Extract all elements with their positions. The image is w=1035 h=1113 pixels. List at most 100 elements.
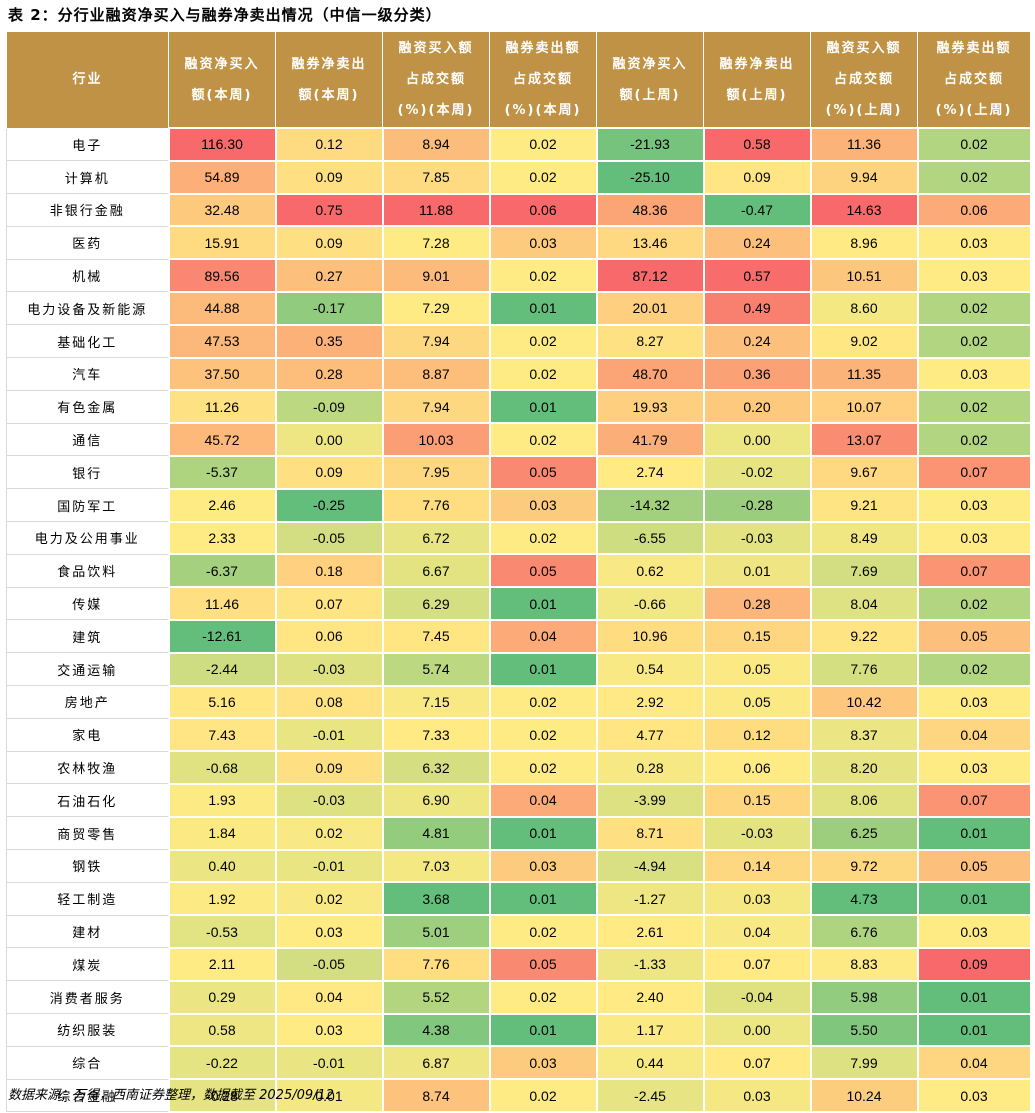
value-cell: 0.03 xyxy=(916,487,1032,523)
column-header-line: (%)(本周) xyxy=(504,103,582,118)
value-cell: 0.03 xyxy=(488,848,598,884)
value-cell: 0.35 xyxy=(274,323,384,359)
value-cell: 47.53 xyxy=(167,323,277,359)
value-cell: 0.04 xyxy=(488,782,598,818)
value-cell: -1.33 xyxy=(595,946,705,982)
value-cell: 0.12 xyxy=(274,127,384,162)
value-cell: 5.74 xyxy=(381,651,491,687)
table-row: 交通运输 -2.44 -0.03 5.74 0.01 0.54 0.05 7.76 0.02 xyxy=(6,651,1032,687)
value-cell: 0.05 xyxy=(488,454,598,490)
value-cell: 0.01 xyxy=(488,389,598,425)
table-row: 电力及公用事业 2.33 -0.05 6.72 0.02 -6.55 -0.03 8.49 0.… xyxy=(6,520,1032,556)
table-row: 纺织服装 0.58 0.03 4.38 0.01 1.17 0.00 5.50 0.01 xyxy=(6,1012,1032,1048)
value-cell: 0.04 xyxy=(916,717,1032,753)
value-cell: 7.76 xyxy=(381,946,491,982)
industry-name-cell: 食品饮料 xyxy=(6,553,169,588)
column-header-3: 融资买入额 占成交额 (%)(本周) xyxy=(382,31,490,129)
value-cell: 9.67 xyxy=(809,454,919,490)
value-cell: 48.36 xyxy=(595,192,705,228)
value-cell: 9.94 xyxy=(809,159,919,195)
column-header-line: 占成交额 xyxy=(943,72,1004,87)
industry-name-cell: 建材 xyxy=(6,914,169,949)
value-cell: 6.90 xyxy=(381,782,491,818)
value-cell: 1.84 xyxy=(167,815,277,851)
value-cell: 7.29 xyxy=(381,290,491,326)
column-header-line: 融资买入额 xyxy=(398,41,474,56)
value-cell: -0.22 xyxy=(167,1045,277,1081)
value-cell: 0.01 xyxy=(488,815,598,851)
value-cell: -0.01 xyxy=(274,1045,384,1081)
column-header-line: 融资净买入 xyxy=(612,56,688,72)
value-cell: 89.56 xyxy=(167,258,277,293)
industry-name-cell: 计算机 xyxy=(6,160,169,195)
value-cell: 0.02 xyxy=(916,586,1032,621)
industry-name-cell: 商贸零售 xyxy=(6,816,169,851)
value-cell: 0.02 xyxy=(488,684,598,720)
column-header-line: 额(上周) xyxy=(619,87,681,103)
industry-name-cell: 有色金属 xyxy=(6,389,169,424)
value-cell: 6.87 xyxy=(381,1045,491,1081)
value-cell: 0.24 xyxy=(702,323,812,359)
value-cell: 0.03 xyxy=(916,914,1032,949)
column-header-8: 融券卖出额 占成交额 (%)(上周) xyxy=(917,31,1031,129)
industry-name-cell: 电子 xyxy=(6,127,169,162)
value-cell: 1.92 xyxy=(167,881,277,917)
value-cell: 0.28 xyxy=(274,356,384,392)
value-cell: 10.24 xyxy=(809,1078,919,1113)
value-cell: -0.68 xyxy=(167,750,277,785)
column-header-1: 融资净买入 额(本周) xyxy=(168,31,276,129)
value-cell: 0.03 xyxy=(702,881,812,917)
value-cell: 8.96 xyxy=(809,225,919,261)
industry-name-cell: 家电 xyxy=(6,717,169,752)
value-cell: 0.02 xyxy=(488,979,598,1015)
column-header-line: 占成交额 xyxy=(512,72,573,87)
value-cell: 0.04 xyxy=(702,914,812,949)
table-row: 通信 45.72 0.00 10.03 0.02 41.79 0.00 13.07 0.02 xyxy=(6,422,1032,457)
value-cell: 0.05 xyxy=(488,553,598,589)
value-cell: 8.94 xyxy=(381,127,491,162)
column-header-line: 融券净卖出 xyxy=(719,56,795,72)
value-cell: 0.03 xyxy=(488,1045,598,1081)
table-row: 家电 7.43 -0.01 7.33 0.02 4.77 0.12 8.37 0.04 xyxy=(6,717,1032,753)
value-cell: -21.93 xyxy=(595,127,705,162)
value-cell: 87.12 xyxy=(595,258,705,293)
industry-name-cell: 建筑 xyxy=(6,619,169,654)
table-title: 表 2：分行业融资净买入与融券净卖出情况（中信一级分类） xyxy=(8,6,442,24)
value-cell: 0.02 xyxy=(488,1078,598,1113)
value-cell: 0.02 xyxy=(488,356,598,392)
value-cell: 0.00 xyxy=(702,422,812,457)
column-header-line: 融券卖出额 xyxy=(505,41,581,56)
value-cell: 7.45 xyxy=(381,618,491,654)
value-cell: 0.18 xyxy=(274,553,384,589)
value-cell: 6.67 xyxy=(381,553,491,589)
value-cell: 11.35 xyxy=(809,356,919,392)
table-row: 传媒 11.46 0.07 6.29 0.01 -0.66 0.28 8.04 0.02 xyxy=(6,586,1032,621)
value-cell: 0.75 xyxy=(274,192,384,228)
value-cell: 0.05 xyxy=(488,946,598,982)
industry-name-cell: 轻工制造 xyxy=(6,881,169,916)
value-cell: 0.09 xyxy=(274,225,384,261)
column-header-line: 占成交额 xyxy=(833,72,894,87)
value-cell: 10.51 xyxy=(809,258,919,293)
value-cell: 2.92 xyxy=(595,684,705,720)
industry-name-cell: 电力设备及新能源 xyxy=(6,291,169,326)
value-cell: -14.32 xyxy=(595,487,705,523)
value-cell: 0.07 xyxy=(916,782,1032,818)
value-cell: 10.07 xyxy=(809,389,919,425)
value-cell: 0.02 xyxy=(916,127,1032,162)
table-row: 国防军工 2.46 -0.25 7.76 0.03 -14.32 -0.28 9.21 0.03 xyxy=(6,487,1032,523)
value-cell: 0.02 xyxy=(916,389,1032,425)
column-header-line: 融券卖出额 xyxy=(936,41,1012,56)
table-row: 电力设备及新能源 44.88 -0.17 7.29 0.01 20.01 0.49 8.60 0… xyxy=(6,290,1032,326)
value-cell: 0.01 xyxy=(488,881,598,917)
value-cell: 8.06 xyxy=(809,782,919,818)
value-cell: 0.07 xyxy=(916,553,1032,589)
value-cell: 0.29 xyxy=(167,979,277,1015)
value-cell: 5.98 xyxy=(809,979,919,1015)
value-cell: 0.02 xyxy=(488,159,598,195)
industry-name-cell: 基础化工 xyxy=(6,324,169,359)
value-cell: 1.17 xyxy=(595,1012,705,1048)
column-header-line: (%)(上周) xyxy=(825,103,903,118)
value-cell: 0.03 xyxy=(274,914,384,949)
value-cell: 6.32 xyxy=(381,750,491,785)
